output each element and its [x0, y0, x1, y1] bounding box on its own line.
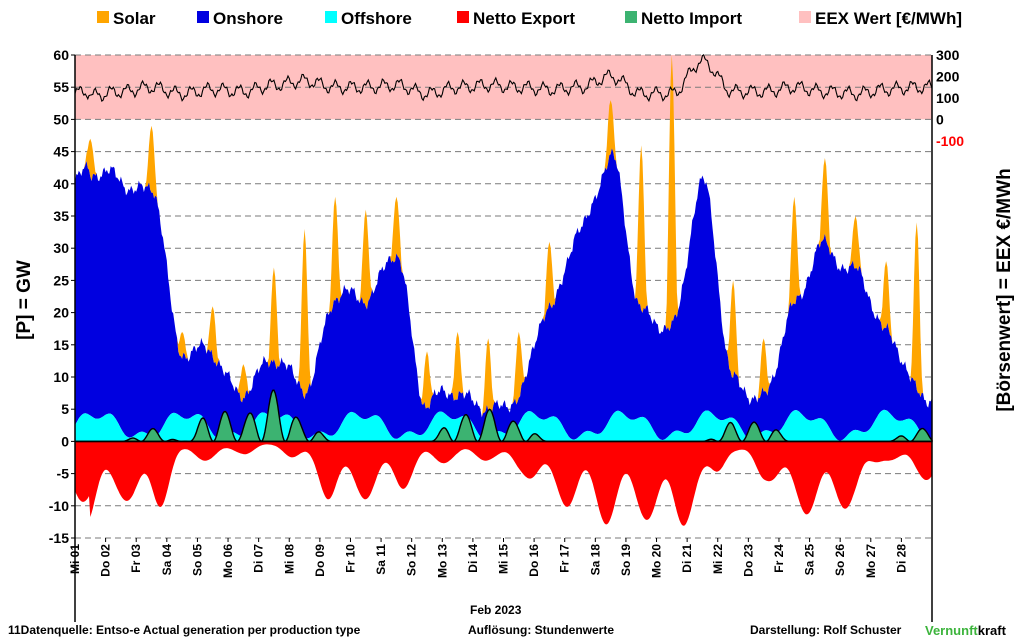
legend-swatch-4 [625, 11, 637, 23]
y-tick-left: 0 [61, 433, 69, 449]
x-tick-label: So 05 [190, 544, 204, 576]
x-tick-label: Mo 13 [435, 544, 449, 578]
y-tick-left: 55 [53, 79, 69, 95]
footer-resolution: Auflösung: Stundenwerte [468, 623, 614, 637]
y-tick-left: 15 [53, 337, 69, 353]
y-axis-right-title: [Börsenwert] = EEX €/MWh [994, 168, 1015, 411]
legend: Solar Onshore Offshore Netto Export Netto Im… [97, 9, 962, 28]
y-tick-left: -10 [49, 498, 69, 514]
x-tick-label: Di 28 [894, 544, 908, 573]
y-tick-left: -15 [49, 530, 69, 546]
x-tick-label: Mi 15 [497, 544, 511, 574]
x-tick-label: Fr 17 [558, 544, 572, 573]
y-tick-left: 30 [53, 240, 69, 256]
x-tick-label: Fr 24 [772, 544, 786, 573]
y-tick-right: -100 [936, 133, 964, 149]
brand-logo: Vernunftkraft [925, 623, 1006, 638]
netto-export-area [75, 441, 932, 526]
x-tick-label: Mo 27 [864, 544, 878, 578]
y-tick-left: 35 [53, 208, 69, 224]
y-tick-left: 45 [53, 144, 69, 160]
y-tick-left: -5 [57, 466, 70, 482]
y-tick-left: 10 [53, 369, 69, 385]
legend-label-2: Offshore [341, 9, 412, 28]
legend-swatch-2 [325, 11, 337, 23]
x-tick-label: So 26 [833, 544, 847, 576]
plot-areas [74, 53, 933, 526]
x-tick-label: Do 02 [99, 544, 113, 577]
legend-label-3: Netto Export [473, 9, 575, 28]
y-tick-left: 5 [61, 401, 69, 417]
footer-author: Darstellung: Rolf Schuster [750, 623, 902, 637]
legend-label-1: Onshore [213, 9, 283, 28]
x-tick-label: Sa 18 [588, 544, 602, 576]
legend-swatch-0 [97, 11, 109, 23]
x-tick-label: Mi 08 [282, 544, 296, 574]
x-tick-label: Mo 20 [650, 544, 664, 578]
brand-logo-part-b: kraft [977, 623, 1006, 638]
x-tick-label: Sa 25 [803, 544, 817, 576]
y-tick-left: 60 [53, 47, 69, 63]
x-tick-label: Mi 01 [68, 544, 82, 574]
x-tick-label: Di 21 [680, 544, 694, 573]
x-axis-ticks: Mi 01 Do 02 Fr 03 Sa 04 So 05 Mo 06 Di 07 Mi 08… [68, 538, 908, 578]
x-tick-label: Fr 10 [343, 544, 357, 573]
y-tick-right: 200 [936, 68, 960, 84]
y-tick-right: 300 [936, 47, 960, 63]
x-axis-title: Feb 2023 [470, 603, 522, 617]
legend-label-5: EEX Wert [€/MWh] [815, 9, 962, 28]
x-tick-label: Do 09 [313, 544, 327, 577]
x-tick-label: So 19 [619, 544, 633, 576]
x-tick-label: Di 14 [466, 544, 480, 573]
legend-label-0: Solar [113, 9, 156, 28]
x-tick-label: Sa 11 [374, 544, 388, 575]
x-tick-label: Fr 03 [129, 544, 143, 573]
onshore-area [75, 148, 932, 441]
legend-swatch-5 [799, 11, 811, 23]
y-tick-left: 20 [53, 305, 69, 321]
x-tick-label: Do 23 [741, 544, 755, 577]
y-tick-right: 100 [936, 90, 960, 106]
y-axis-left-title: [P] = GW [14, 260, 35, 340]
brand-logo-part-a: Vernunft [925, 623, 978, 638]
x-tick-label: Do 16 [527, 544, 541, 577]
x-tick-label: So 12 [405, 544, 419, 576]
y-tick-right: 0 [936, 111, 944, 127]
x-tick-label: Mo 06 [221, 544, 235, 578]
y-tick-left: 50 [53, 111, 69, 127]
legend-swatch-1 [197, 11, 209, 23]
legend-label-4: Netto Import [641, 9, 742, 28]
eex-price-line [74, 53, 933, 103]
y-tick-left: 25 [53, 272, 69, 288]
axes [74, 55, 933, 622]
footer-source: 11Datenquelle: Entso-e Actual generation… [8, 623, 361, 637]
x-tick-label: Di 07 [252, 544, 266, 573]
x-tick-label: Sa 04 [160, 544, 174, 576]
legend-swatch-3 [457, 11, 469, 23]
x-tick-label: Mi 22 [711, 544, 725, 574]
y-tick-left: 40 [53, 176, 69, 192]
y-axis-right-ticks: 300 200 100 0 -100 [936, 47, 964, 149]
